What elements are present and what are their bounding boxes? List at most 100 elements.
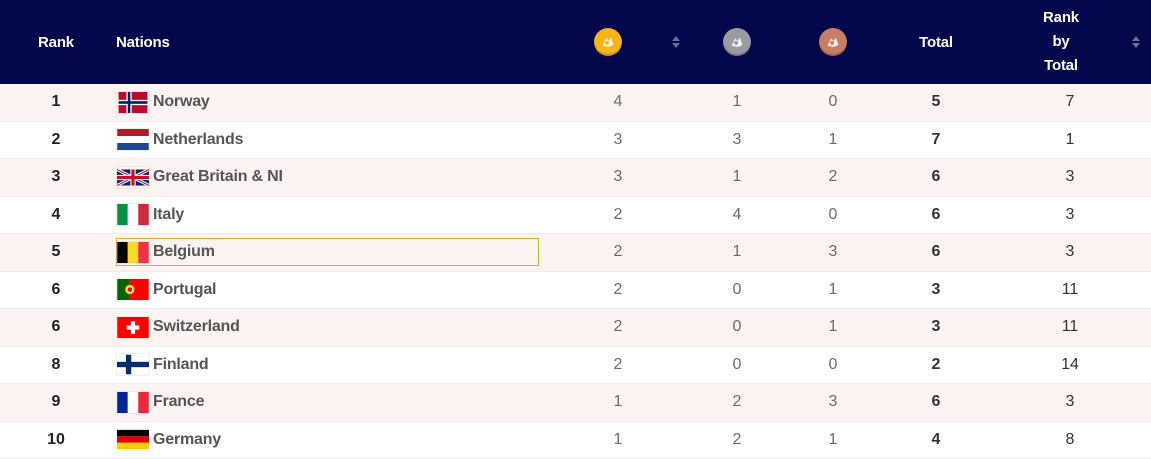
nation-name[interactable]: Portugal <box>153 280 217 298</box>
gold-cell: 1 <box>613 393 623 411</box>
header-bronze[interactable] <box>818 0 848 84</box>
nation-name[interactable]: Switzerland <box>153 318 240 336</box>
total-cell: 3 <box>931 318 941 336</box>
gold-cell: 2 <box>613 280 623 298</box>
gold-cell: 3 <box>613 130 623 148</box>
table-row[interactable]: 6 Portugal 2 0 1 3 11 <box>0 271 1151 309</box>
table-row[interactable]: 9 France 1 2 3 6 3 <box>0 384 1151 422</box>
total-cell: 4 <box>931 430 941 448</box>
bronze-cell: 3 <box>828 243 838 261</box>
bronze-cell: 0 <box>828 205 838 223</box>
silver-cell: 1 <box>732 93 742 111</box>
bronze-cell: 1 <box>828 430 838 448</box>
header-gold[interactable] <box>593 0 623 84</box>
nation-cell[interactable]: Norway <box>117 84 538 121</box>
header-silver[interactable] <box>722 0 752 84</box>
rank-by-total-cell: 3 <box>1065 205 1075 223</box>
gold-cell: 2 <box>613 318 623 336</box>
rank-by-total-cell: 7 <box>1065 93 1075 111</box>
bronze-cell: 3 <box>828 393 838 411</box>
silver-cell: 0 <box>732 355 742 373</box>
rank-cell: 3 <box>51 168 61 186</box>
table-row[interactable]: 2 Netherlands 3 3 1 7 1 <box>0 121 1151 159</box>
gold-cell: 2 <box>613 243 623 261</box>
nation-name[interactable]: France <box>153 393 205 411</box>
nation-cell[interactable]: Portugal <box>117 272 538 309</box>
nation-name[interactable]: Great Britain & NI <box>153 168 283 186</box>
silver-cell: 3 <box>732 130 742 148</box>
total-cell: 6 <box>931 168 941 186</box>
france-flag-icon <box>117 391 149 413</box>
silver-cell: 0 <box>732 318 742 336</box>
rank-cell: 9 <box>51 393 61 411</box>
table-row[interactable]: 8 Finland 2 0 0 2 14 <box>0 346 1151 384</box>
rank-by-total-cell: 3 <box>1065 393 1075 411</box>
norway-flag-icon <box>117 91 149 113</box>
nation-cell[interactable]: Netherlands <box>117 122 538 159</box>
silver-cell: 1 <box>732 243 742 261</box>
nation-name[interactable]: Netherlands <box>153 130 244 148</box>
rank-by-total-cell: 1 <box>1065 130 1075 148</box>
total-cell: 6 <box>931 205 941 223</box>
nation-cell-focused[interactable]: Belgium <box>116 238 539 266</box>
gold-cell: 3 <box>613 168 623 186</box>
rank-by-total-cell: 14 <box>1061 355 1079 373</box>
rank-by-total-cell: 11 <box>1061 318 1079 336</box>
bronze-cell: 0 <box>828 93 838 111</box>
bronze-cell: 0 <box>828 355 838 373</box>
nation-name[interactable]: Finland <box>153 355 209 373</box>
germany-flag-icon <box>117 429 149 450</box>
rank-cell: 5 <box>51 243 61 261</box>
nation-cell[interactable]: Switzerland <box>117 309 538 346</box>
silver-cell: 0 <box>732 280 742 298</box>
bronze-cell: 1 <box>828 318 838 336</box>
netherlands-flag-icon <box>117 129 149 151</box>
header-rank-by-total-line2: by <box>1052 33 1070 50</box>
nation-cell[interactable]: Finland <box>117 347 538 384</box>
header-rank[interactable]: Rank <box>38 33 74 51</box>
sort-rank-by-total-icon[interactable] <box>1131 35 1141 49</box>
portugal-flag-icon <box>117 279 149 301</box>
nation-name[interactable]: Germany <box>153 430 221 448</box>
table-row[interactable]: 5 Belgium 2 1 3 6 3 <box>0 234 1151 272</box>
total-cell: 6 <box>931 393 941 411</box>
table-row[interactable]: 4 Italy 2 4 0 6 3 <box>0 196 1151 234</box>
rank-by-total-cell: 3 <box>1065 168 1075 186</box>
nation-name[interactable]: Belgium <box>153 243 215 260</box>
nation-cell[interactable]: Germany <box>117 422 538 459</box>
silver-cell: 2 <box>732 430 742 448</box>
nation-cell[interactable]: Italy <box>117 197 538 234</box>
switzerland-flag-icon <box>117 316 149 338</box>
table-row[interactable]: 10 Germany 1 2 1 4 8 <box>0 421 1151 459</box>
rank-cell: 1 <box>51 93 61 111</box>
gold-cell: 1 <box>613 430 623 448</box>
total-cell: 3 <box>931 280 941 298</box>
bronze-medal-icon <box>819 28 847 56</box>
nation-name[interactable]: Italy <box>153 205 185 223</box>
gold-cell: 2 <box>613 205 623 223</box>
silver-medal-icon <box>723 28 751 56</box>
nation-cell[interactable]: France <box>117 384 538 421</box>
header-rank-by-total[interactable]: Rank by Total <box>1020 0 1102 84</box>
nation-cell[interactable]: Great Britain & NI <box>117 159 538 196</box>
table-header: Rank Nations Total Rank by Total <box>0 0 1151 84</box>
silver-cell: 1 <box>732 168 742 186</box>
rank-cell: 2 <box>51 130 61 148</box>
gold-cell: 2 <box>613 355 623 373</box>
bronze-cell: 1 <box>828 280 838 298</box>
rank-cell: 6 <box>51 280 61 298</box>
rank-cell: 8 <box>51 355 61 373</box>
header-total[interactable]: Total <box>919 33 953 51</box>
gold-medal-icon <box>594 28 622 56</box>
total-cell: 2 <box>931 355 941 373</box>
nation-name[interactable]: Norway <box>153 93 210 111</box>
table-row[interactable]: 1 Norway 4 1 0 5 7 <box>0 84 1151 122</box>
rank-by-total-cell: 3 <box>1065 243 1075 261</box>
sort-gold-icon[interactable] <box>671 35 681 49</box>
silver-cell: 4 <box>732 205 742 223</box>
header-nations[interactable]: Nations <box>116 33 170 51</box>
rank-cell: 10 <box>47 430 65 448</box>
table-row[interactable]: 3 Great Britain & NI 3 1 2 6 3 <box>0 159 1151 197</box>
table-row[interactable]: 6 Switzerland 2 0 1 3 11 <box>0 309 1151 347</box>
